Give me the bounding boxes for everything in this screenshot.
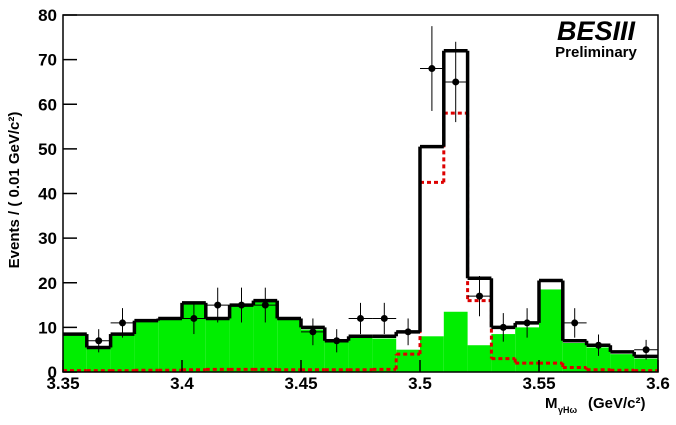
histogram-bar [301, 329, 325, 372]
histogram-bar [443, 311, 468, 372]
histogram-bar [86, 347, 111, 372]
x-tick-label: 3.5 [408, 374, 432, 393]
histogram-bar [182, 302, 206, 372]
data-point [428, 65, 436, 73]
histogram-bar [610, 354, 635, 372]
data-point [380, 314, 388, 322]
x-tick-label: 3.4 [170, 374, 194, 393]
histogram-bar [253, 300, 278, 372]
brand: BESIII [557, 16, 636, 46]
x-tick-label: 3.55 [522, 374, 555, 393]
x-tick-label: 3.35 [46, 374, 79, 393]
histogram-bar [158, 318, 182, 372]
histogram-bar [324, 340, 349, 372]
histogram-bar [134, 320, 159, 372]
y-tick-label: 50 [38, 140, 57, 159]
y-tick-label: 80 [38, 6, 57, 25]
data-point [238, 301, 245, 309]
histogram-bar [467, 345, 492, 372]
data-point [190, 314, 198, 322]
data-point [571, 319, 579, 327]
y-tick-label: 60 [38, 95, 57, 114]
histogram-bar [491, 334, 516, 372]
histogram-bar [515, 327, 539, 372]
data-point [476, 292, 483, 300]
y-axis-label: Events / ( 0.01 GeV/c²) [6, 112, 23, 269]
histogram-bar [277, 318, 301, 372]
histogram-bar [539, 289, 563, 372]
data-point [119, 319, 126, 327]
y-tick-label: 40 [38, 185, 57, 204]
histogram-bar [420, 336, 444, 372]
data-point [642, 346, 650, 354]
subtitle: Preliminary [555, 44, 637, 61]
data-point [499, 323, 507, 331]
data-point [333, 337, 341, 345]
x-axis-label-sub: γHω [558, 405, 578, 415]
x-tick-label: 3.45 [284, 374, 317, 393]
data-point [595, 341, 602, 349]
x-axis-label-unit: (GeV/c²) [588, 395, 646, 412]
histogram-bar [562, 342, 587, 372]
histogram-bar [634, 358, 658, 372]
y-tick-label: 70 [38, 51, 57, 70]
data-point [309, 328, 317, 336]
data-point [452, 78, 460, 86]
histogram-bar [586, 347, 611, 372]
histogram-bar [229, 305, 254, 372]
data-point [95, 337, 103, 345]
y-tick-label: 20 [38, 274, 57, 293]
data-point [357, 314, 364, 322]
y-tick-label: 10 [38, 318, 57, 337]
data-point [523, 319, 531, 327]
y-tick-label: 0 [48, 363, 57, 382]
histogram-bar [63, 334, 87, 372]
data-point [261, 301, 269, 309]
histogram-bar [110, 334, 135, 372]
histogram-bar [205, 318, 230, 372]
histogram-bar [348, 336, 373, 372]
y-tick-label: 30 [38, 229, 57, 248]
data-point [214, 301, 222, 309]
x-tick-label: 3.6 [646, 374, 670, 393]
x-axis-label: M [545, 395, 558, 412]
data-point [404, 328, 412, 336]
histogram-bar [372, 338, 397, 372]
